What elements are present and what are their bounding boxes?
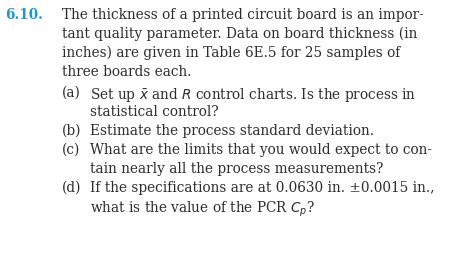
Text: Estimate the process standard deviation.: Estimate the process standard deviation.: [90, 124, 374, 138]
Text: The thickness of a printed circuit board is an impor-: The thickness of a printed circuit board…: [62, 8, 424, 22]
Text: If the specifications are at 0.0630 in. ±0.0015 in.,: If the specifications are at 0.0630 in. …: [90, 181, 435, 195]
Text: What are the limits that you would expect to con-: What are the limits that you would expec…: [90, 143, 432, 157]
Text: statistical control?: statistical control?: [90, 105, 219, 119]
Text: (b): (b): [62, 124, 82, 138]
Text: (c): (c): [62, 143, 80, 157]
Text: tant quality parameter. Data on board thickness (in: tant quality parameter. Data on board th…: [62, 27, 417, 41]
Text: tain nearly all the process measurements?: tain nearly all the process measurements…: [90, 162, 383, 176]
Text: (d): (d): [62, 181, 82, 195]
Text: inches) are given in Table 6E.5 for 25 samples of: inches) are given in Table 6E.5 for 25 s…: [62, 46, 400, 60]
Text: what is the value of the PCR $C_p$?: what is the value of the PCR $C_p$?: [90, 200, 315, 219]
Text: Set up $\bar{x}$ and $R$ control charts. Is the process in: Set up $\bar{x}$ and $R$ control charts.…: [90, 86, 416, 104]
Text: (a): (a): [62, 86, 81, 100]
Text: 6.10.: 6.10.: [5, 8, 43, 22]
Text: three boards each.: three boards each.: [62, 65, 192, 79]
